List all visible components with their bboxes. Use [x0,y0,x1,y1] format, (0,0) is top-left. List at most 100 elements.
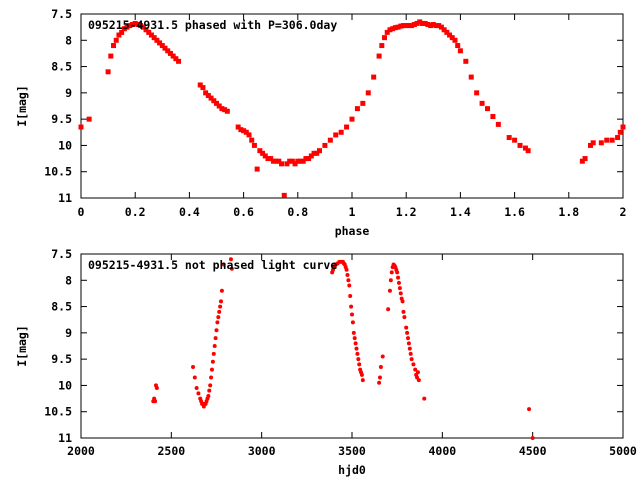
phased-data-point [506,135,512,141]
unphased-data-point [386,307,391,312]
unphased-data-point [387,288,392,293]
phased-data-point [406,23,412,29]
phased-data-point [403,23,409,29]
unphased-data-point [345,273,350,278]
unphased-data-point [388,278,393,283]
unphased-data-point [400,299,405,304]
phased-data-point [170,53,176,59]
unphased-data-point [352,336,357,341]
phased-data-point [273,158,279,164]
phased-x-axis-label: phase [335,224,370,238]
phased-data-point [371,74,377,80]
unphased-data-point [406,336,411,341]
phased-data-point [121,26,127,32]
unphased-data-point [359,372,364,377]
phased-data-point [517,142,523,148]
unphased-data-point [206,393,211,398]
unphased-data-point [415,370,420,375]
phased-data-point [86,116,92,122]
phased-data-point [338,129,344,135]
phased-data-point [620,124,626,130]
phased-data-point [167,50,173,56]
phased-y-tick-label: 10 [58,138,72,152]
phased-data-point [222,107,228,113]
unphased-data-point [209,367,214,372]
phased-data-point [279,161,285,167]
unphased-data-point [153,399,158,404]
phased-data-point [392,25,398,31]
phased-data-point [78,124,84,130]
phased-data-point [203,90,209,96]
phased-data-point [298,158,304,164]
unphased-y-axis-label: I[mag] [15,325,29,367]
phased-data-point [287,158,293,164]
unphased-data-point [395,270,400,275]
phased-light-curve-panel: 0 0.2 0.4 0.6 0.8 1 1.2 1.4 1.6 1.8 2 7.5 8 8.5 9 9.5 10… [15,7,626,238]
phased-data-point [433,23,439,29]
phased-data-point [474,90,480,96]
phased-y-tick-label: 9 [65,86,72,100]
phased-data-point [447,32,453,38]
unphased-data-point [404,325,409,330]
unphased-data-point [402,315,407,320]
phased-data-point [241,128,247,134]
phased-data-point [251,142,257,148]
phased-data-point [151,35,157,41]
unphased-data-point [208,383,213,388]
phased-data-point [457,48,463,54]
phased-x-tick-label: 1.8 [558,205,579,219]
phased-data-point [490,114,496,120]
unphased-data-point [378,365,383,370]
phased-data-point [124,24,130,30]
unphased-data-point [215,320,220,325]
phased-data-point [387,27,393,33]
phased-data-point [311,150,317,156]
unphased-y-tick-label: 11 [58,431,72,445]
phased-y-tick-label: 8 [65,33,72,47]
phased-data-point [154,37,160,43]
phased-data-point [379,43,385,49]
phased-y-axis-label: I[mag] [15,85,29,127]
unphased-data-point [530,436,535,440]
unphased-data-point [389,270,394,275]
unphased-data-point [229,266,234,271]
unphased-data-point [527,407,532,412]
phased-data-point [308,153,314,159]
phased-x-tick-label: 1 [349,205,356,219]
phased-data-point [105,69,111,75]
unphased-data-point [214,328,219,333]
phased-data-point [116,32,122,38]
unphased-data-point [221,262,226,267]
unphased-data-point [401,309,406,314]
unphased-data-point [422,396,427,401]
phased-data-point [398,23,404,29]
unphased-data-point [350,320,355,325]
phased-data-point [428,23,434,29]
phased-plot-frame [80,13,624,199]
phased-data-point [422,20,428,26]
unphased-data-point [397,286,402,291]
unphased-data-point [396,275,401,280]
unphased-data-point [356,357,361,362]
phased-data-point [615,135,621,141]
phased-data-point [300,158,306,164]
phased-data-point [411,22,417,28]
phased-data-point [349,116,355,122]
unphased-data-point [347,283,352,288]
unphased-x-tick-label: 4000 [428,444,456,458]
phased-y-tick-label: 9.5 [51,112,72,126]
phased-data-point [512,137,518,143]
phased-data-point [314,150,320,156]
unphased-data-point [413,367,418,372]
phased-data-point [224,108,230,114]
unphased-x-tick-label: 2000 [67,444,95,458]
unphased-y-tick-label: 10.5 [44,405,72,419]
phased-data-point [108,53,114,59]
phased-data-point [409,23,415,29]
phased-data-point [140,24,146,30]
unphased-light-curve-panel: 2000 2500 3000 3500 4000 4500 5000 7.5 8 8.5 9 9.5 1… [15,247,637,477]
phased-data-point [214,100,219,106]
unphased-data-point [346,278,351,283]
unphased-data-point [378,375,383,380]
